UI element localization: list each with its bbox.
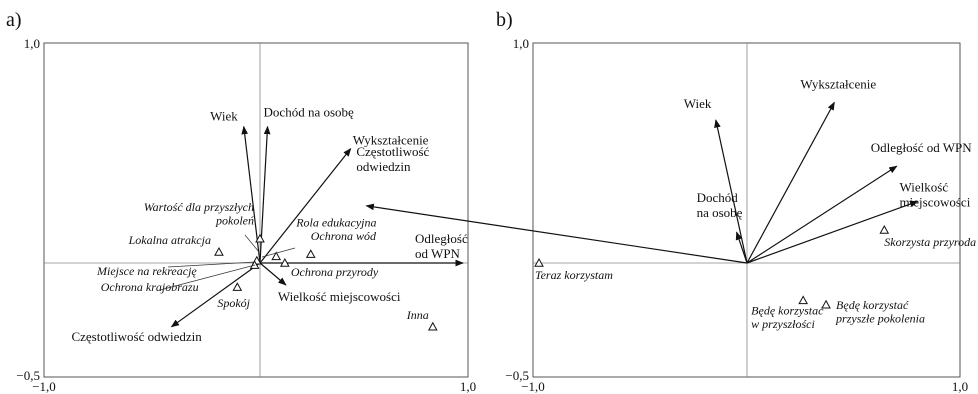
x-tick-label: 1,0 [460, 379, 476, 394]
vector-arrow [259, 262, 287, 286]
y-tick-label: 1,0 [513, 36, 529, 51]
vector-arrow [746, 200, 919, 264]
vector-label: Wielkość miejscowości [900, 179, 971, 209]
point-marker [798, 295, 809, 305]
point-marker [232, 282, 243, 291]
y-tick-label: −0,5 [505, 368, 529, 383]
point-label: Ochrona wód [311, 229, 377, 243]
leader-line [261, 247, 296, 258]
x-tick-label: −1,0 [521, 379, 545, 394]
point-marker [255, 233, 265, 243]
vector-label: Wykształcenie [800, 76, 876, 91]
leader-line [167, 261, 256, 268]
vector-arrow [241, 125, 261, 264]
vector-label: Odległość od WPN [415, 231, 468, 261]
point-marker [214, 246, 224, 256]
point-label: Teraz korzystam [535, 268, 613, 282]
point-marker [534, 257, 544, 267]
vector-arrow [735, 231, 748, 264]
vector-label: Częstotliwość odwiedzin [71, 329, 202, 344]
vector-label: Wiek [684, 96, 712, 111]
point-marker [879, 224, 890, 234]
y-tick-label: −0,5 [16, 368, 40, 383]
point-marker [305, 249, 316, 258]
vector-arrow [365, 203, 748, 264]
vector-arrow [259, 147, 352, 264]
vector-arrow [170, 262, 261, 328]
point-label: Lokalna atrakcja [128, 233, 211, 247]
plot-frame [43, 42, 469, 378]
point-label: Będę korzystać przyszłe pokolenia [835, 298, 925, 326]
point-label: Miejsce na rekreację [96, 264, 197, 278]
vector-label: Częstotliwość odwiedzin [356, 144, 429, 174]
panel-label: a) [6, 9, 22, 31]
point-marker [271, 251, 282, 261]
vector-label: Wiek [210, 109, 238, 124]
point-label: Skorzysta przyroda [884, 235, 976, 249]
panel-b: b)1,0−0,5−1,0 1,0WiekWykształcenieOdległo… [356, 9, 976, 394]
vector-arrow [746, 165, 898, 264]
vector-label: Wykształcenie [353, 133, 429, 148]
plot-frame [532, 42, 961, 378]
point-label: Ochrona przyrody [291, 265, 379, 279]
vector-label: Wielkość miejscowości [278, 289, 401, 304]
vector-label: Dochód na osobę [697, 190, 743, 220]
vector-label: Odległość od WPN [871, 140, 972, 155]
point-label: Inna [406, 308, 429, 322]
point-label: Spokój [217, 296, 250, 310]
point-label: Będę korzystać w przyszłości [751, 303, 824, 331]
point-marker [821, 299, 831, 309]
vector-label: Dochód na osobę [264, 105, 354, 120]
leader-line [244, 234, 260, 253]
y-tick-label: 1,0 [24, 36, 40, 51]
point-marker [279, 257, 290, 267]
leader-line [159, 264, 256, 291]
vector-arrow [746, 101, 835, 264]
point-label: Wartość dla przyszłych pokoleń [144, 200, 254, 228]
panel-label: b) [496, 9, 513, 31]
x-tick-label: 1,0 [952, 379, 968, 394]
x-tick-label: −1,0 [32, 379, 56, 394]
point-label: Rola edukacyjna [295, 215, 376, 229]
point-label: Ochrona krajobrazu [101, 280, 199, 294]
point-marker [427, 321, 438, 331]
vector-arrow [259, 125, 271, 264]
